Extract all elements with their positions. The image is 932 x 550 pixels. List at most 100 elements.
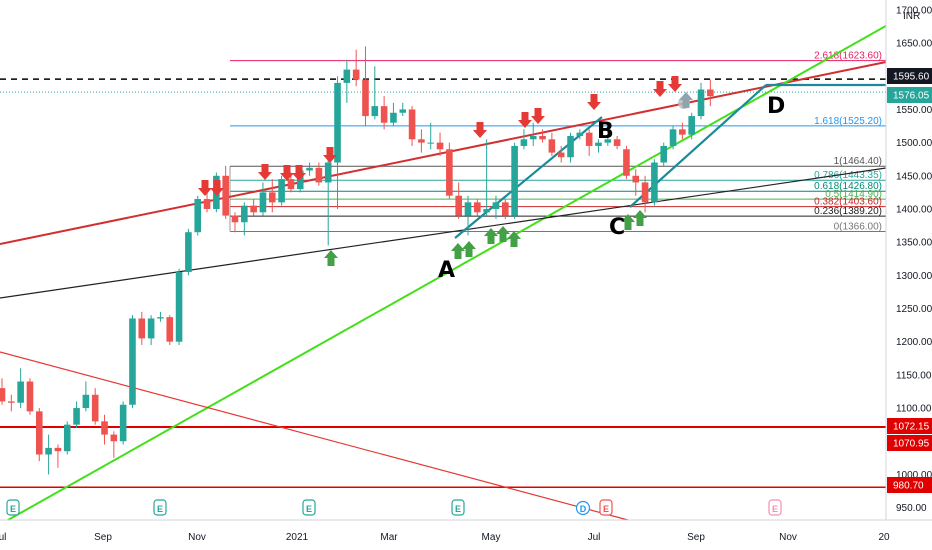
candle-body xyxy=(101,421,108,435)
buy-arrow-icon xyxy=(324,250,338,266)
candle-body xyxy=(334,82,341,163)
x-axis-tick-label: Sep xyxy=(94,532,112,543)
sell-arrow-icon xyxy=(258,164,272,180)
candle-body xyxy=(194,199,202,233)
y-axis-tick-label: 1150.00 xyxy=(896,370,932,381)
candle-body xyxy=(548,139,556,153)
candle-body xyxy=(17,381,24,403)
candle-body xyxy=(147,318,155,339)
price-tag-label: 1072.15 xyxy=(893,422,930,433)
price-tag xyxy=(887,87,932,103)
sell-arrow-icon xyxy=(518,112,532,128)
candle-body xyxy=(567,135,574,158)
earnings-event-icon xyxy=(6,499,20,516)
red-descending-trendline xyxy=(0,351,629,521)
sell-arrow-icon xyxy=(587,94,601,110)
candle-body xyxy=(446,149,453,196)
fib-level-label: 0.382(1403.60) xyxy=(814,197,882,208)
candle-body xyxy=(45,447,52,455)
sell-arrow-icon xyxy=(292,165,306,181)
candle-body xyxy=(641,182,649,203)
candle-body xyxy=(157,317,164,319)
candle-body xyxy=(0,388,6,402)
buy-arrow-icon xyxy=(451,243,465,259)
price-tag xyxy=(887,68,932,84)
price-tag xyxy=(887,477,932,493)
y-axis-tick-label: 1250.00 xyxy=(896,304,932,315)
candle-body xyxy=(278,179,285,203)
candle-body xyxy=(679,129,686,135)
event-label: D xyxy=(580,504,587,514)
candle-body xyxy=(259,192,267,213)
event-label: E xyxy=(10,504,16,514)
fib-level-label: 0.5(1414.90) xyxy=(825,189,882,200)
candle-body xyxy=(595,142,602,146)
candle-body xyxy=(539,135,546,140)
candle-body xyxy=(529,135,537,140)
price-tag-label: 1070.95 xyxy=(893,439,930,450)
candle-body xyxy=(688,116,695,135)
x-axis-tick-label: Nov xyxy=(188,532,206,543)
price-tags-layer: 1595.60 1576.05 1072.15 1070.95 980.70 xyxy=(887,68,932,493)
price-tag-label: 1595.60 xyxy=(893,72,930,83)
candle-body xyxy=(362,79,369,117)
candles-layer xyxy=(0,46,714,475)
y-axis-tick-label: 1700.00 xyxy=(896,5,932,16)
candle-body xyxy=(669,129,677,146)
fib-level-label: 0(1366.00) xyxy=(834,222,882,233)
buy-arrow-icon xyxy=(496,226,510,242)
candle-body xyxy=(371,106,379,117)
price-tag xyxy=(887,435,932,451)
candle-body xyxy=(82,394,90,409)
dividend-event-icon xyxy=(575,500,591,516)
x-axis-tick-label: May xyxy=(482,532,501,543)
candle-body xyxy=(623,149,630,176)
y-axis-tick-label: 1550.00 xyxy=(896,105,932,116)
candle-body xyxy=(707,89,714,97)
buy-arrow-icon xyxy=(679,92,693,108)
event-label: E xyxy=(455,504,461,514)
candle-body xyxy=(399,109,407,113)
event-label: E xyxy=(772,504,778,514)
candle-body xyxy=(474,202,481,213)
candle-body xyxy=(324,162,332,183)
green-trendline xyxy=(7,0,932,521)
candle-body xyxy=(315,167,323,183)
candle-body xyxy=(436,142,444,150)
point-label-a: A xyxy=(438,258,455,283)
price-tag-label: 1576.05 xyxy=(893,91,930,102)
candle-body xyxy=(697,89,705,117)
x-axis-tick-label: Mar xyxy=(380,532,398,543)
candle-body xyxy=(129,318,136,405)
candle-body xyxy=(520,139,528,146)
y-axis-tick-label: 950.00 xyxy=(896,503,927,514)
candle-body xyxy=(110,434,118,442)
sell-arrow-icon xyxy=(653,81,667,97)
y-axis-tick-label: 1300.00 xyxy=(896,271,932,282)
fib-level-label: 2.618(1623.60) xyxy=(814,51,882,62)
candle-body xyxy=(287,179,295,190)
x-axis[interactable]: Jul Sep Nov 2021 Mar May Jul Sep Nov 20 xyxy=(0,519,932,543)
sell-arrow-icon xyxy=(323,147,337,163)
candle-body xyxy=(576,132,584,136)
candle-body xyxy=(352,69,360,80)
candle-body xyxy=(175,272,183,342)
teal-projection-line xyxy=(454,116,603,239)
fib-level-label: 0.236(1389.20) xyxy=(814,206,882,217)
candle-body xyxy=(585,132,593,146)
sell-arrow-icon xyxy=(668,76,682,92)
y-axis-tick-label: 1500.00 xyxy=(896,138,932,149)
y-axis-tick-label: 1350.00 xyxy=(896,238,932,249)
red-trendline xyxy=(0,61,887,245)
candle-body xyxy=(557,152,565,158)
candle-body xyxy=(418,139,425,143)
candle-body xyxy=(296,170,304,190)
fib-level-label: 1(1464.40) xyxy=(834,156,882,167)
candle-body xyxy=(511,145,518,216)
candle-body xyxy=(455,195,462,216)
candle-body xyxy=(91,394,99,422)
black-trendline xyxy=(0,167,887,299)
